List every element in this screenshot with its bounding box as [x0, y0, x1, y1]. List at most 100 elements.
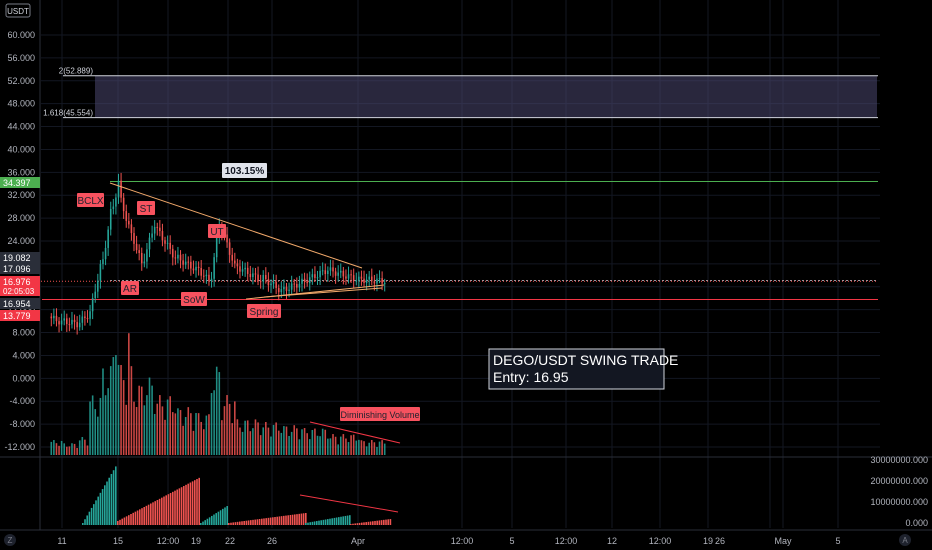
- label-st[interactable]: ST: [137, 201, 155, 215]
- volume-bar: [270, 436, 272, 455]
- label-ar[interactable]: AR: [121, 281, 139, 295]
- candle-body: [352, 275, 355, 282]
- volume-panel-bar: [215, 513, 217, 525]
- volume-bar: [91, 395, 94, 455]
- volume-panel-bar: [307, 522, 309, 525]
- fib-extension-zone[interactable]: [95, 75, 877, 118]
- volume-panel-bar: [247, 520, 250, 525]
- zoom-button-left[interactable]: Z: [4, 534, 16, 546]
- volume-tick-labels: 30000000.000 20000000.000 10000000.000 0.00…: [870, 455, 928, 528]
- candle-body: [215, 237, 218, 258]
- volume-panel-bar: [97, 496, 99, 525]
- volume-bar: [182, 425, 184, 455]
- volume-panel-bar: [252, 519, 254, 525]
- currency-label: USDT: [7, 7, 29, 16]
- price-tag: 19.082: [0, 252, 40, 263]
- volume-panel-bar: [172, 491, 174, 525]
- candle-body: [327, 270, 329, 274]
- candle-body: [383, 283, 386, 285]
- pattern-upper-trendline[interactable]: [109, 182, 363, 269]
- auto-scale-button[interactable]: A: [899, 534, 911, 546]
- auto-scale-button-text: A: [902, 536, 908, 545]
- candle-body: [355, 280, 358, 282]
- volume-panel-bar: [139, 509, 141, 525]
- candle-body: [143, 261, 146, 264]
- volume-bar: [202, 429, 205, 455]
- volume-panel-bar: [176, 489, 178, 525]
- y-tick-label: 36.000: [7, 167, 35, 177]
- trade-info-box[interactable]: DEGO/USDT SWING TRADE Entry: 16.95: [488, 348, 678, 390]
- volume-panel-bar: [344, 515, 347, 525]
- volume-bar: [86, 445, 89, 455]
- y-tick-label: 0.000: [12, 373, 35, 383]
- label-diminishing-volume[interactable]: Diminishing Volume: [340, 407, 420, 421]
- volume-panel-bar: [200, 523, 202, 525]
- volume-bar: [329, 438, 332, 455]
- candle-body: [148, 237, 151, 250]
- volume-bar: [174, 413, 177, 455]
- volume-panel-bar: [254, 519, 256, 525]
- y-tick-label: 24.000: [7, 236, 35, 246]
- volume-bar: [213, 390, 215, 455]
- candle-body: [360, 276, 363, 279]
- x-tick-label: 26: [267, 536, 277, 546]
- candle-body: [107, 229, 109, 248]
- volume-bar: [244, 420, 246, 455]
- volume-panel-bar: [224, 507, 226, 525]
- price-tag-value: 13.779: [3, 311, 31, 321]
- volume-panel-bar: [294, 514, 296, 525]
- measure-label[interactable]: 103.15%: [222, 163, 267, 178]
- y-tick-label: 4.000: [12, 350, 35, 360]
- volume-panel-bar: [152, 502, 154, 525]
- volume-panel-bar: [134, 511, 137, 525]
- x-tick-label: 19: [191, 536, 201, 546]
- candle-body: [262, 275, 265, 282]
- y-tick-label: 48.000: [7, 99, 35, 109]
- volume-panel-bar: [187, 483, 189, 525]
- candle-body: [164, 240, 166, 244]
- candle-body: [358, 276, 360, 281]
- price-tag: 16.954: [0, 298, 40, 309]
- label-spring[interactable]: Spring: [247, 304, 281, 318]
- time-axis[interactable]: 11 15 12:00 19 22 26 Apr 12:00 5 12:00 12 12:00 19 26…: [57, 536, 840, 546]
- volume-bar: [306, 433, 308, 455]
- candle-body: [161, 231, 164, 241]
- candle-body: [156, 226, 159, 228]
- volume-panel-bar: [389, 519, 392, 525]
- volume-bar: [246, 420, 249, 455]
- volume-panel-bar: [185, 484, 187, 525]
- volume-panel-bar: [261, 518, 263, 525]
- candle-body: [210, 278, 213, 282]
- volume-panel-bar: [272, 517, 274, 525]
- price-tag-countdown: 02:05:03: [3, 287, 35, 296]
- volume-panel-bar: [241, 521, 243, 525]
- y-tick-label: 12.000: [7, 305, 35, 315]
- volume-panel-bar: [350, 524, 352, 525]
- volume-tick-label: 30000000.000: [870, 455, 928, 465]
- label-sow-text: SoW: [183, 295, 205, 306]
- volume-bar: [81, 437, 84, 455]
- info-title: DEGO/USDT SWING TRADE: [493, 352, 678, 368]
- volume-panel-bar: [276, 516, 278, 525]
- pattern-lower-trendline-2[interactable]: [263, 287, 383, 298]
- diminishing-volume-trendline[interactable]: [309, 421, 401, 444]
- volume-bar: [231, 423, 234, 455]
- volume-panel-trendline[interactable]: [299, 494, 399, 513]
- volume-bar: [324, 429, 327, 455]
- volume-panel-bar: [376, 520, 378, 525]
- currency-badge[interactable]: USDT: [5, 3, 31, 18]
- volume-panel-bar: [338, 517, 340, 525]
- volume-panel-bar: [128, 515, 130, 525]
- label-ut[interactable]: UT: [208, 224, 226, 238]
- volume-panel-bar: [274, 517, 276, 525]
- candle-body: [151, 233, 153, 238]
- volume-bar: [376, 446, 378, 455]
- volume-bar: [187, 407, 190, 455]
- measure-text: 103.15%: [225, 166, 265, 177]
- label-sow[interactable]: SoW: [181, 292, 207, 306]
- label-bclx[interactable]: BCLX: [77, 193, 104, 207]
- price-tag: 13.779: [0, 310, 40, 321]
- candle-body: [208, 274, 210, 282]
